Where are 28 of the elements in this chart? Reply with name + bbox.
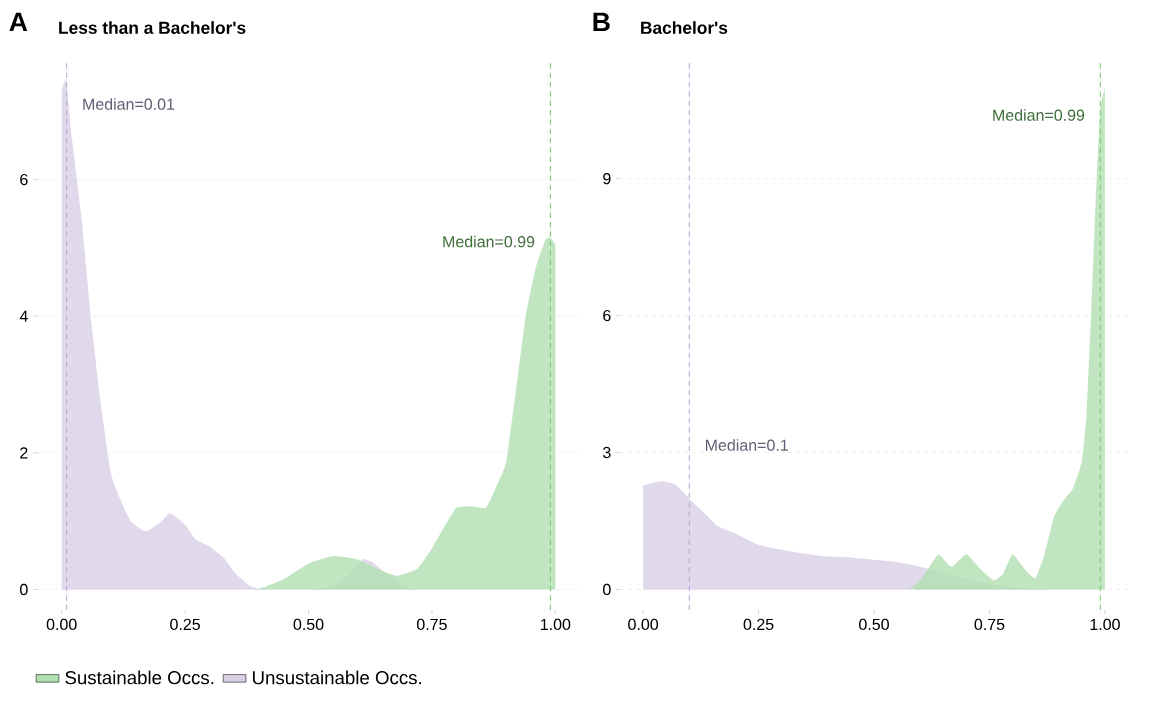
x-tick-label: 0.50 [293, 618, 324, 631]
y-tick-label: 0 [20, 583, 28, 596]
text: B [593, 12, 610, 32]
x-tick-label: 0.25 [743, 618, 774, 631]
y-tick-label: 0 [603, 583, 611, 596]
ref-line-label: Median=0.99 [993, 109, 1085, 121]
x-tick-label: 1.00 [540, 618, 571, 631]
text: A [9, 12, 28, 32]
legend-label: Unsustainable Occs. [252, 670, 421, 685]
chart-title: Less than a Bachelor's [59, 21, 246, 34]
x-tick-label: 0.00 [46, 618, 77, 631]
ref-line-label: Median=0.01 [83, 98, 175, 110]
y-tick-label: 6 [603, 309, 611, 322]
y-tick-label: 9 [603, 173, 611, 185]
x-tick-label: 0.25 [170, 618, 200, 631]
ref-line-label: Median=0.99 [443, 235, 535, 248]
x-tick-label: 0.00 [628, 618, 659, 631]
chart-title: Bachelor's [641, 21, 728, 34]
y-tick-label: 2 [20, 447, 28, 459]
ref-line-label: Median=0.1 [705, 439, 788, 451]
x-tick-label: 0.50 [859, 618, 889, 631]
x-tick-label: 0.75 [416, 618, 447, 631]
y-tick-label: 3 [603, 446, 611, 459]
x-tick-label: 1.00 [1090, 618, 1120, 631]
y-tick-label: 6 [20, 173, 28, 186]
legend-label: Sustainable Occs. [65, 670, 214, 685]
x-tick-label: 0.75 [974, 618, 1005, 631]
y-tick-label: 4 [19, 310, 28, 322]
